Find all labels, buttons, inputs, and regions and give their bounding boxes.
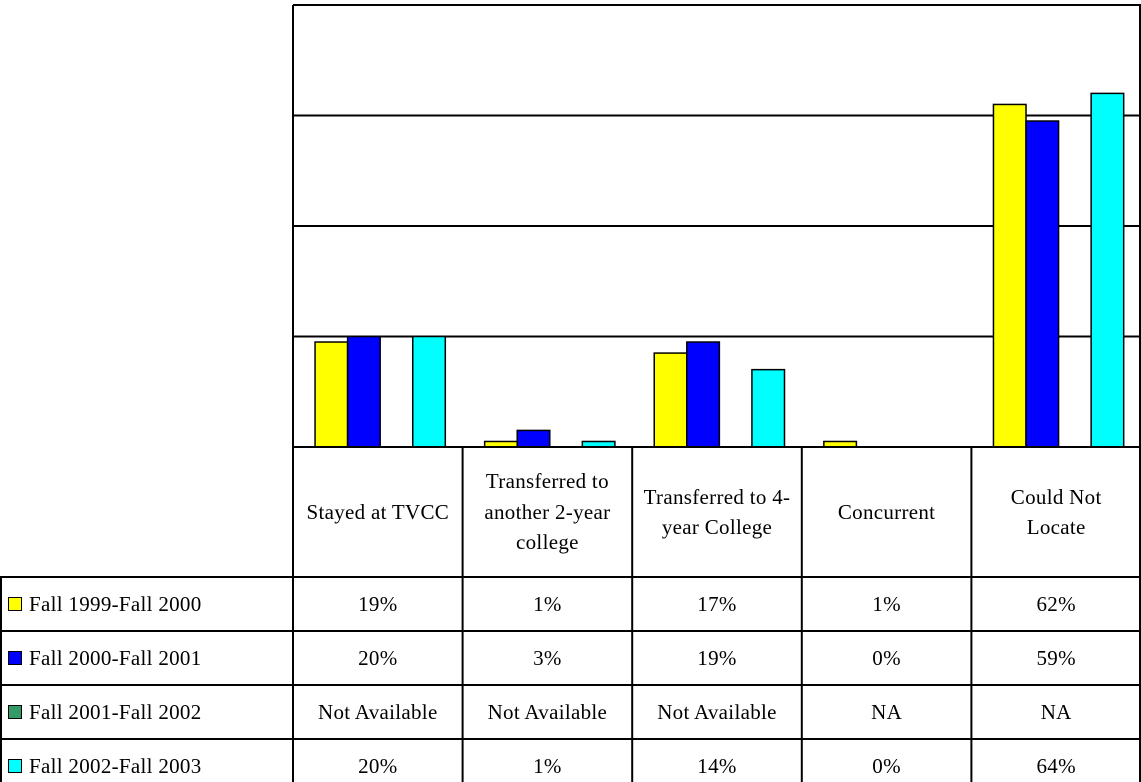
data-label: 59%	[1036, 645, 1076, 670]
category-label: Stayed at TVCC	[306, 499, 450, 524]
category-label: Transferred to 4-year College	[643, 484, 791, 539]
category-label: Could Not Locate	[1010, 484, 1102, 539]
data-label: 17%	[697, 591, 737, 616]
legend-entry: Fall 1999-Fall 2000	[0, 577, 293, 631]
data-label: Not Available	[318, 699, 438, 724]
bar	[686, 341, 721, 448]
data-label: 3%	[533, 645, 562, 670]
data-label: 0%	[872, 753, 901, 778]
data-label: 64%	[1036, 753, 1076, 778]
data-label: Not Available	[657, 699, 777, 724]
legend-label: Fall 1999-Fall 2000	[29, 591, 202, 616]
bar	[1090, 92, 1125, 448]
data-label: 1%	[533, 591, 562, 616]
data-label: 19%	[697, 645, 737, 670]
data-label: 1%	[872, 591, 901, 616]
legend-swatch	[8, 597, 22, 611]
bar	[992, 103, 1027, 448]
bar	[314, 341, 349, 448]
data-label: 0%	[872, 645, 901, 670]
legend-label: Fall 2002-Fall 2003	[29, 753, 202, 778]
legend-label: Fall 2001-Fall 2002	[29, 699, 202, 724]
data-label: 14%	[697, 753, 737, 778]
data-label: 62%	[1036, 591, 1076, 616]
data-label: 1%	[533, 753, 562, 778]
legend-label: Fall 2000-Fall 2001	[29, 645, 202, 670]
legend-entry: Fall 2000-Fall 2001	[0, 631, 293, 685]
data-label: 20%	[358, 753, 398, 778]
bar	[653, 352, 688, 448]
bar	[1025, 120, 1060, 448]
bar	[346, 335, 381, 448]
legend-swatch	[8, 651, 22, 665]
data-label: 19%	[358, 591, 398, 616]
category-label: Transferred to another 2-year college	[484, 469, 611, 555]
legend-entry: Fall 2002-Fall 2003	[0, 739, 293, 782]
data-label: Not Available	[487, 699, 608, 724]
legend-entry: Fall 2001-Fall 2002	[0, 685, 293, 739]
category-label: Concurrent	[837, 499, 936, 524]
legend-swatch	[8, 759, 22, 773]
bar	[411, 335, 447, 448]
data-label: 20%	[358, 645, 398, 670]
bar	[516, 429, 551, 448]
data-label: NA	[1040, 699, 1072, 724]
bar	[751, 368, 786, 448]
legend-swatch	[8, 705, 22, 719]
data-label: NA	[871, 699, 903, 724]
